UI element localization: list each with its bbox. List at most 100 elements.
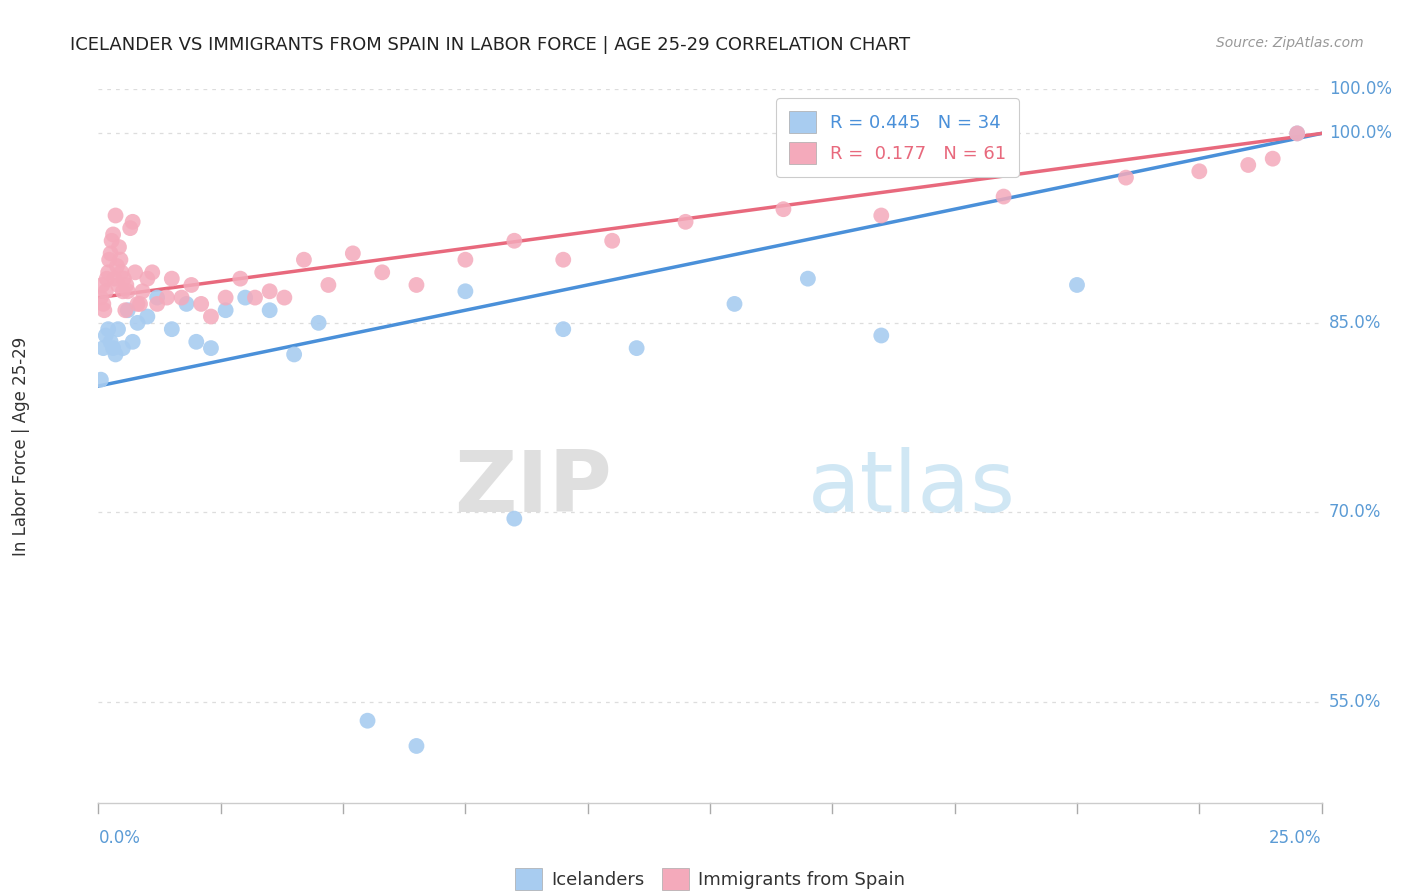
Point bbox=[104, 347, 127, 361]
Point bbox=[91, 277, 114, 292]
Point bbox=[110, 252, 132, 267]
Point bbox=[131, 285, 153, 299]
Text: 85.0%: 85.0% bbox=[1329, 314, 1381, 332]
Point bbox=[127, 316, 149, 330]
Point bbox=[405, 277, 427, 292]
Point bbox=[186, 334, 208, 349]
Point bbox=[1286, 127, 1309, 141]
Point bbox=[553, 322, 575, 336]
Point bbox=[243, 291, 266, 305]
Point bbox=[870, 209, 893, 223]
Point bbox=[454, 285, 477, 299]
Point bbox=[129, 297, 152, 311]
Point bbox=[233, 291, 256, 305]
Point bbox=[127, 297, 149, 311]
Text: 0.0%: 0.0% bbox=[98, 830, 141, 847]
Point bbox=[120, 221, 142, 235]
Point bbox=[100, 334, 122, 349]
Point bbox=[190, 297, 212, 311]
Point bbox=[97, 322, 120, 336]
Point bbox=[454, 252, 477, 267]
Point bbox=[114, 303, 136, 318]
Point bbox=[105, 259, 128, 273]
Point bbox=[104, 209, 127, 223]
Text: 100.0%: 100.0% bbox=[1329, 124, 1392, 143]
Text: atlas: atlas bbox=[808, 447, 1017, 531]
Point bbox=[723, 297, 745, 311]
Point bbox=[98, 252, 121, 267]
Point bbox=[1066, 277, 1088, 292]
Text: 25.0%: 25.0% bbox=[1270, 830, 1322, 847]
Point bbox=[117, 303, 139, 318]
Point bbox=[308, 316, 330, 330]
Text: In Labor Force | Age 25-29: In Labor Force | Age 25-29 bbox=[13, 336, 30, 556]
Point bbox=[273, 291, 295, 305]
Point bbox=[180, 277, 202, 292]
Point bbox=[107, 322, 129, 336]
Point bbox=[100, 234, 122, 248]
Point bbox=[214, 291, 236, 305]
Point bbox=[101, 341, 124, 355]
Point bbox=[772, 202, 794, 217]
Point bbox=[600, 234, 623, 248]
Point bbox=[146, 297, 169, 311]
Point bbox=[318, 277, 340, 292]
Text: 55.0%: 55.0% bbox=[1329, 693, 1381, 711]
Point bbox=[626, 341, 648, 355]
Point bbox=[100, 246, 122, 260]
Point bbox=[111, 285, 134, 299]
Text: Source: ZipAtlas.com: Source: ZipAtlas.com bbox=[1216, 36, 1364, 50]
Point bbox=[90, 373, 112, 387]
Point bbox=[993, 189, 1015, 203]
Point bbox=[1115, 170, 1137, 185]
Text: 70.0%: 70.0% bbox=[1329, 503, 1381, 521]
Point bbox=[96, 271, 118, 285]
Point bbox=[156, 291, 179, 305]
Point bbox=[115, 277, 138, 292]
Point bbox=[503, 234, 526, 248]
Point bbox=[1188, 164, 1211, 178]
Legend: Icelanders, Immigrants from Spain: Icelanders, Immigrants from Spain bbox=[508, 861, 912, 892]
Point bbox=[176, 297, 198, 311]
Point bbox=[160, 322, 183, 336]
Point bbox=[229, 271, 252, 285]
Point bbox=[110, 265, 132, 279]
Point bbox=[146, 291, 169, 305]
Point bbox=[870, 328, 893, 343]
Point bbox=[121, 215, 143, 229]
Point bbox=[200, 310, 222, 324]
Point bbox=[117, 285, 139, 299]
Point bbox=[90, 291, 112, 305]
Point bbox=[503, 511, 526, 525]
Point bbox=[101, 227, 124, 242]
Point bbox=[342, 246, 364, 260]
Point bbox=[93, 303, 115, 318]
Point bbox=[405, 739, 427, 753]
Point bbox=[797, 271, 820, 285]
Point bbox=[111, 341, 134, 355]
Point bbox=[200, 341, 222, 355]
Point bbox=[1237, 158, 1260, 172]
Point bbox=[214, 303, 236, 318]
Point bbox=[292, 252, 315, 267]
Text: ICELANDER VS IMMIGRANTS FROM SPAIN IN LABOR FORCE | AGE 25-29 CORRELATION CHART: ICELANDER VS IMMIGRANTS FROM SPAIN IN LA… bbox=[70, 36, 911, 54]
Point bbox=[108, 240, 131, 254]
Point bbox=[124, 265, 146, 279]
Point bbox=[283, 347, 305, 361]
Text: 100.0%: 100.0% bbox=[1329, 80, 1392, 98]
Point bbox=[91, 341, 114, 355]
Point bbox=[91, 297, 114, 311]
Point bbox=[112, 271, 135, 285]
Point bbox=[170, 291, 193, 305]
Point bbox=[356, 714, 378, 728]
Point bbox=[94, 328, 117, 343]
Point bbox=[136, 310, 159, 324]
Point bbox=[107, 277, 129, 292]
Point bbox=[94, 285, 117, 299]
Point bbox=[121, 334, 143, 349]
Point bbox=[259, 303, 281, 318]
Point bbox=[553, 252, 575, 267]
Point bbox=[97, 265, 120, 279]
Point bbox=[136, 271, 159, 285]
Point bbox=[141, 265, 163, 279]
